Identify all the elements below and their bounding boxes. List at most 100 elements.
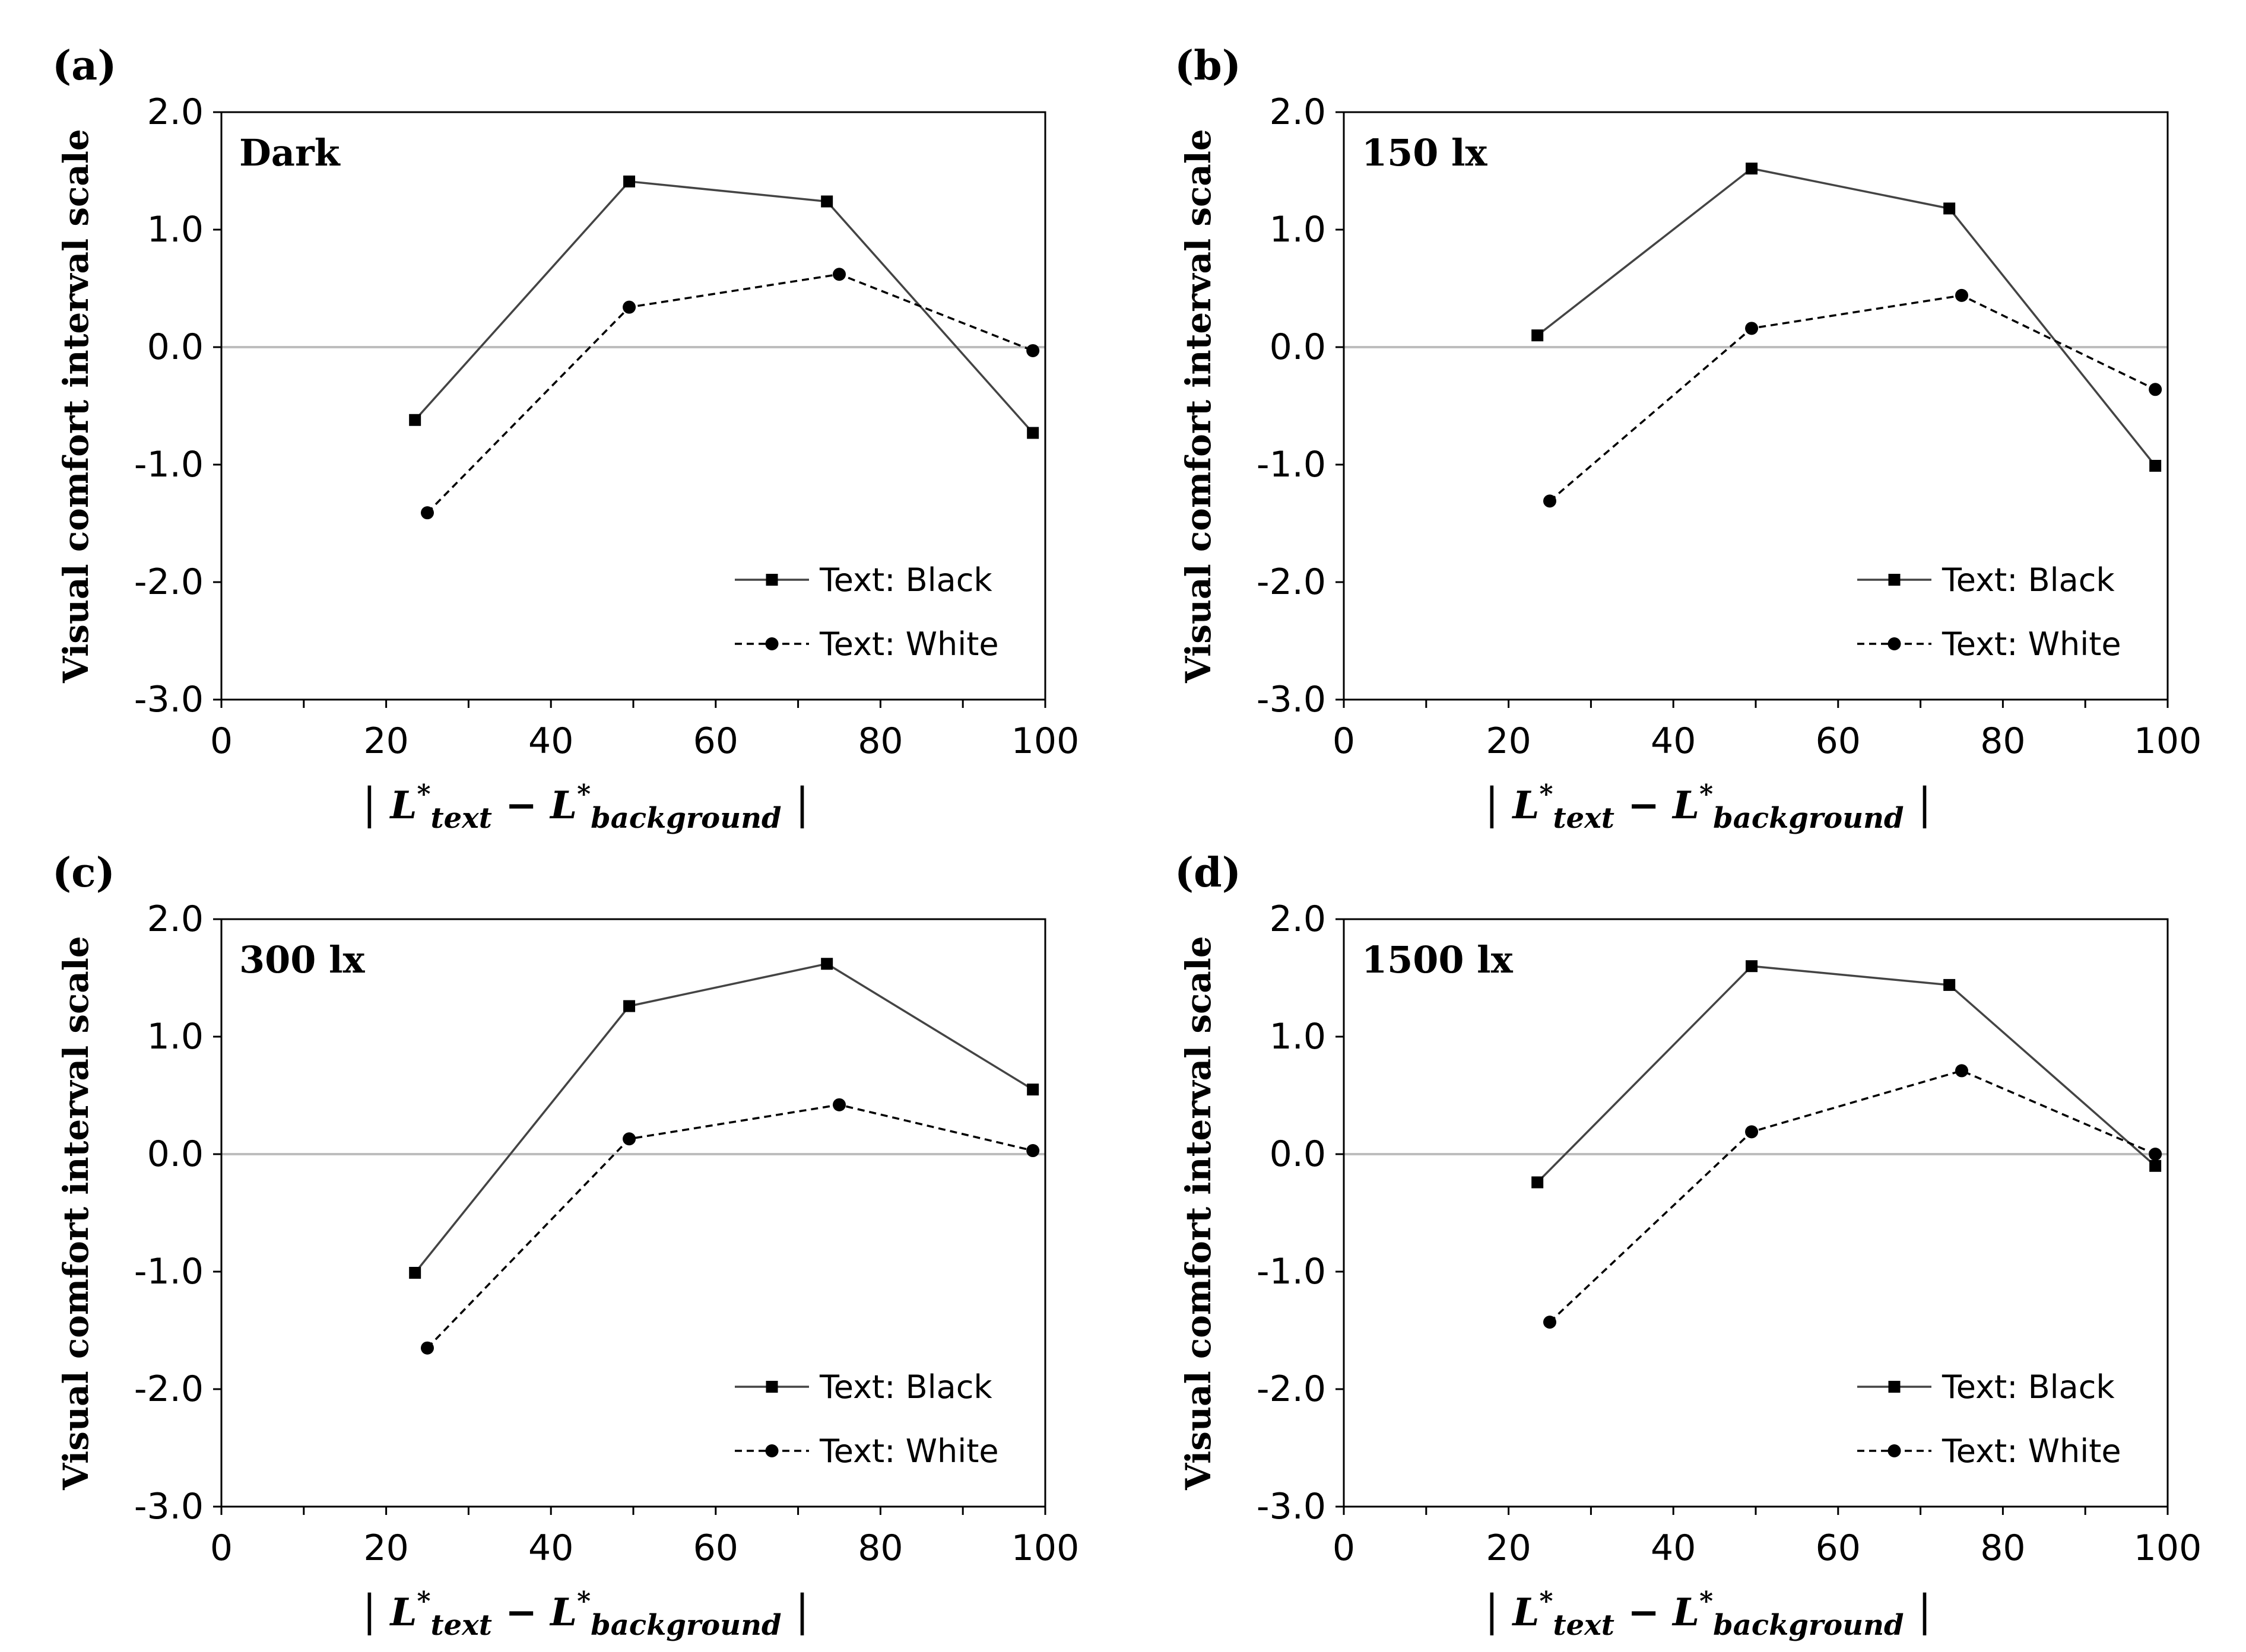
- x-tick-label: 20: [1486, 1527, 1531, 1569]
- x-tick-label: 40: [1651, 1527, 1696, 1569]
- x-tick-label: 20: [363, 720, 408, 762]
- panel-c: (c) 300 lx 0 20 40 60 80 100 2.0 1.0 0.0 -1.0 -2.0 -3…: [52, 849, 1079, 1642]
- x-tick-label: 40: [1651, 720, 1696, 762]
- data-point-text-white: [1745, 322, 1759, 335]
- legend-marker-square: [766, 574, 778, 586]
- x-tick-label: 100: [1011, 1527, 1080, 1569]
- data-point-text-black: [2149, 1159, 2162, 1172]
- series-line-text-black: [1536, 965, 2156, 1183]
- data-point-text-black: [1027, 427, 1039, 439]
- legend-marker-circle: [765, 1444, 779, 1457]
- data-point-text-white: [623, 1132, 636, 1146]
- x-tick-label: 100: [2134, 1527, 2202, 1569]
- data-point-text-white: [1745, 1125, 1759, 1139]
- x-axis-label: | L*text − L*background |: [1484, 1586, 1931, 1642]
- series-line-text-white: [1549, 1069, 2156, 1323]
- data-point-text-black: [409, 1266, 421, 1279]
- condition-label: Dark: [239, 131, 341, 174]
- condition-label: 1500 lx: [1362, 938, 1514, 981]
- y-axis-label: Visual comfort interval scale: [56, 936, 96, 1491]
- series-line-text-black: [414, 180, 1034, 434]
- y-tick-label: 2.0: [1270, 898, 1326, 940]
- y-tick-label: -2.0: [1257, 561, 1326, 603]
- panel-a: (a) Dark 0 20 40 60 80 100 2.0 1.0 0.0 -1.0 -2.0 -3.0…: [52, 42, 1079, 835]
- legend-entry: Text: White: [819, 625, 999, 663]
- panel-label: (a): [52, 42, 116, 90]
- y-tick-label: -1.0: [134, 1251, 204, 1292]
- y-tick-label: -3.0: [1257, 679, 1326, 720]
- x-axis-label: | L*text − L*background |: [362, 1586, 809, 1642]
- x-tick-label: 20: [1486, 720, 1531, 762]
- panel-b: (b) 150 lx 0 20 40 60 80 100 2.0 1.0 0.0 -1.0 -2.0 -3…: [1175, 42, 2201, 835]
- legend-marker-circle: [765, 637, 779, 650]
- data-point-text-white: [1543, 494, 1556, 508]
- legend-marker-square: [1888, 574, 1901, 586]
- x-tick-label: 60: [1816, 1527, 1861, 1569]
- series-line-text-white: [1549, 294, 2156, 502]
- y-tick-label: -1.0: [1257, 444, 1326, 485]
- legend-entry: Text: Black: [1942, 561, 2115, 599]
- x-axis-label: | L*text − L*background |: [1484, 779, 1931, 835]
- legend-entry: Text: Black: [819, 561, 992, 599]
- x-tick-label: 0: [1333, 720, 1355, 762]
- legend-marker-circle: [1887, 1444, 1901, 1457]
- y-tick-label: 2.0: [147, 91, 204, 133]
- y-tick-label: 1.0: [147, 1016, 204, 1057]
- data-point-text-black: [1531, 329, 1544, 342]
- legend-marker-circle: [1887, 637, 1901, 650]
- data-point-text-white: [1026, 1144, 1040, 1158]
- data-point-text-white: [1026, 344, 1040, 357]
- data-point-text-black: [821, 958, 833, 970]
- legend-entry: Text: White: [1942, 625, 2121, 663]
- x-tick-label: 100: [2134, 720, 2202, 762]
- y-tick-label: 2.0: [1270, 91, 1326, 133]
- x-tick-label: 0: [210, 1527, 233, 1569]
- data-point-text-white: [2149, 383, 2162, 396]
- x-tick-label: 60: [693, 720, 738, 762]
- x-tick-label: 40: [528, 1527, 573, 1569]
- y-tick-label: 1.0: [1270, 209, 1326, 250]
- x-tick-label: 80: [858, 720, 903, 762]
- y-tick-label: -2.0: [134, 1368, 204, 1410]
- condition-label: 300 lx: [239, 938, 366, 981]
- data-point-text-black: [623, 1000, 636, 1012]
- plot-frame: [220, 111, 1046, 701]
- data-point-text-white: [1955, 288, 1968, 302]
- x-tick-label: 80: [1980, 720, 2025, 762]
- plot-frame: [1343, 918, 2169, 1508]
- y-tick-label: 0.0: [147, 326, 204, 368]
- data-point-text-black: [1746, 163, 1758, 175]
- x-tick-label: 20: [363, 1527, 408, 1569]
- data-point-text-white: [421, 1341, 434, 1355]
- data-point-text-white: [833, 1098, 846, 1111]
- y-tick-label: 2.0: [147, 898, 204, 940]
- data-point-text-black: [1746, 960, 1758, 973]
- y-tick-label: -1.0: [134, 444, 204, 485]
- y-tick-label: -3.0: [134, 679, 204, 720]
- data-point-text-black: [1943, 202, 1956, 215]
- x-tick-label: 0: [210, 720, 233, 762]
- x-tick-label: 40: [528, 720, 573, 762]
- x-tick-label: 80: [858, 1527, 903, 1569]
- y-tick-label: 0.0: [1270, 326, 1326, 368]
- x-tick-label: 60: [693, 1527, 738, 1569]
- data-point-text-black: [623, 175, 636, 188]
- plot-frame: [1343, 111, 2169, 701]
- data-point-text-white: [1543, 1316, 1556, 1329]
- data-point-text-white: [1955, 1064, 1968, 1078]
- legend-entry: Text: White: [1942, 1432, 2121, 1470]
- y-tick-label: -2.0: [134, 561, 204, 603]
- data-point-text-black: [1531, 1176, 1544, 1189]
- y-axis-label: Visual comfort interval scale: [56, 129, 96, 684]
- y-tick-label: -3.0: [134, 1486, 204, 1527]
- data-point-text-white: [833, 268, 846, 281]
- series-line-text-white: [426, 1104, 1033, 1349]
- series-line-text-white: [426, 273, 1033, 514]
- y-tick-label: -2.0: [1257, 1368, 1326, 1410]
- y-tick-label: 0.0: [147, 1133, 204, 1175]
- legend-marker-square: [1888, 1381, 1901, 1393]
- y-tick-label: -3.0: [1257, 1486, 1326, 1527]
- panel-label: (d): [1175, 849, 1241, 897]
- data-point-text-black: [1943, 979, 1956, 991]
- data-point-text-white: [421, 506, 434, 520]
